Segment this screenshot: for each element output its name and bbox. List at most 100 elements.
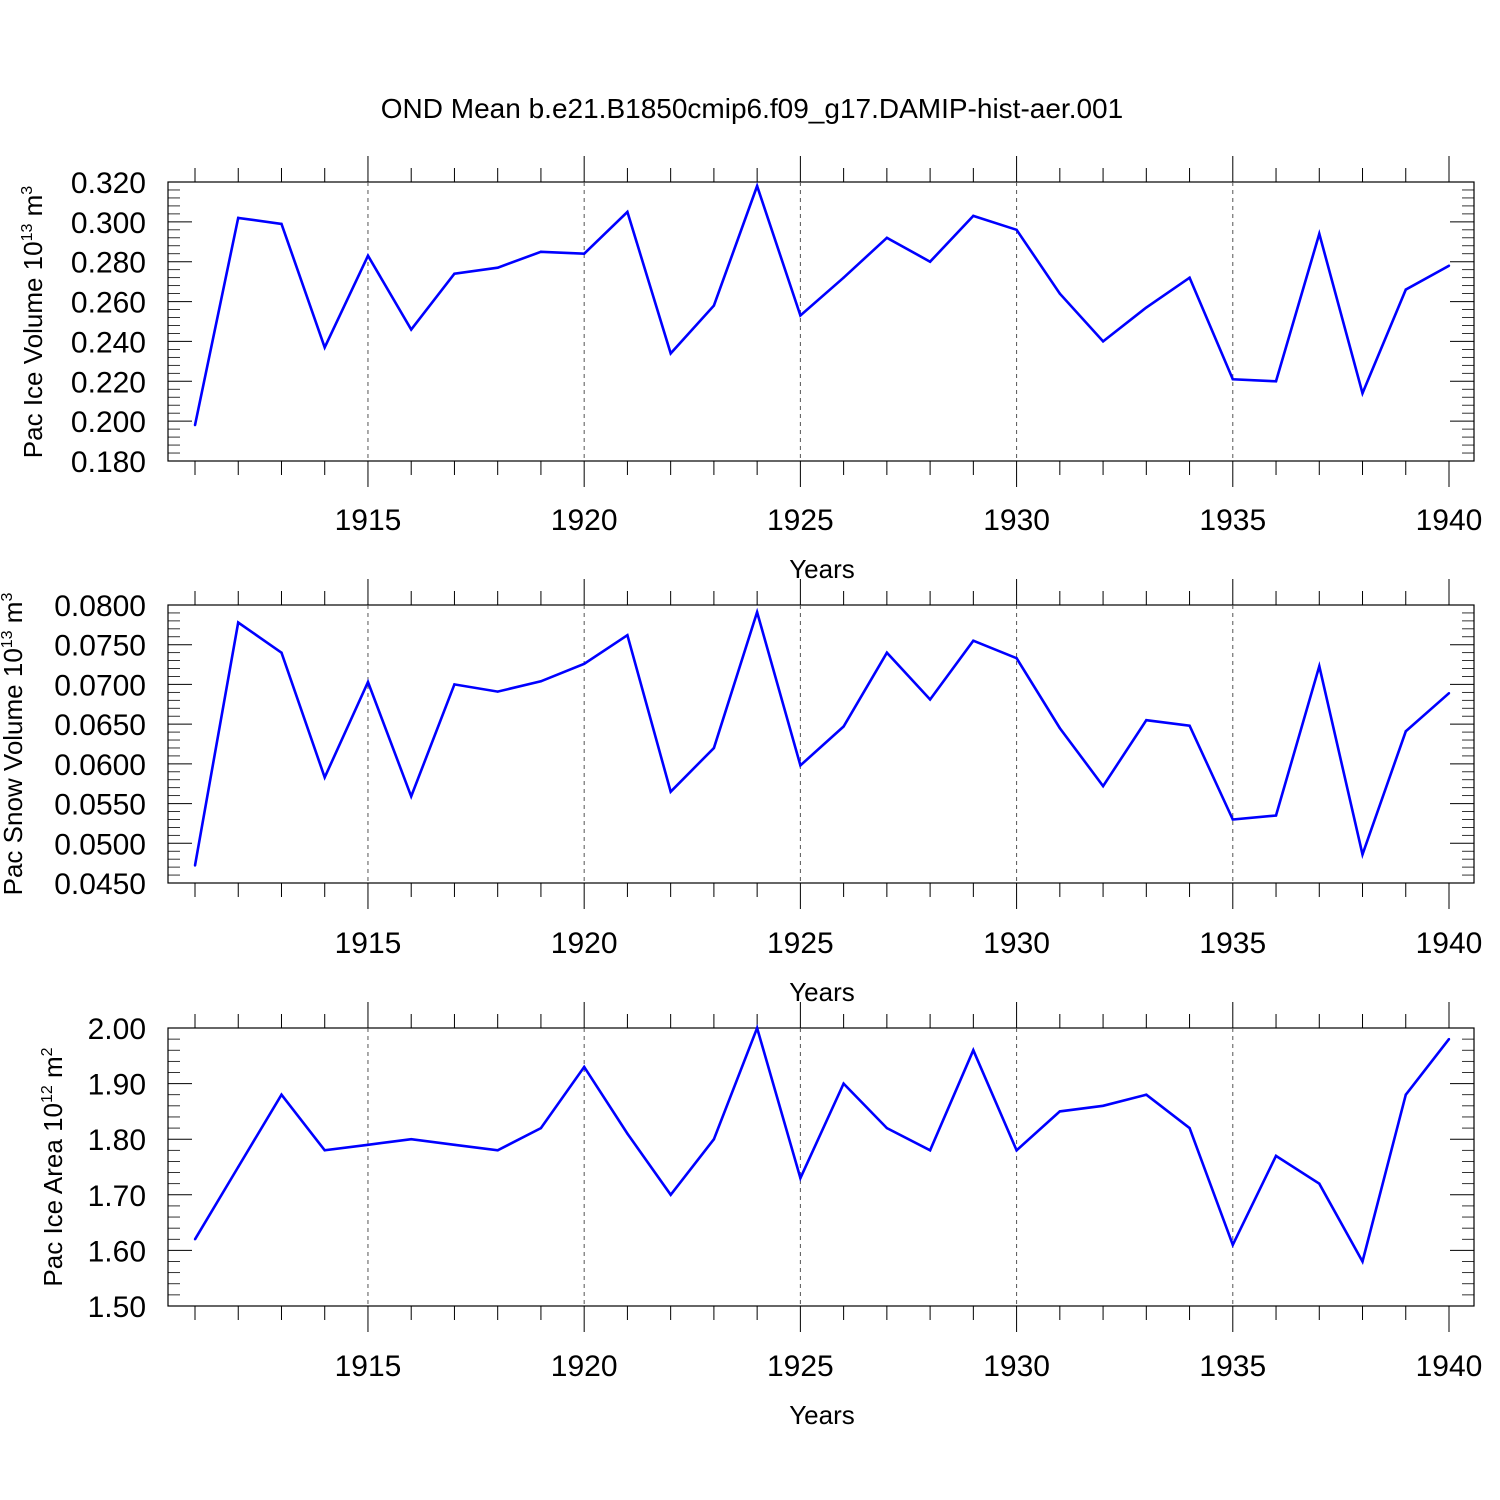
data-point-1934 <box>1188 724 1191 727</box>
series-line <box>193 182 1450 426</box>
data-point-1933 <box>1145 306 1148 309</box>
data-point-1930 <box>1015 228 1018 232</box>
data-point-1938 <box>1361 853 1364 856</box>
x-tick-label: 1920 <box>551 1350 618 1383</box>
data-point-1925 <box>799 1176 802 1180</box>
data-point-1922 <box>669 790 672 793</box>
x-tick-label: 1925 <box>767 504 834 537</box>
y-tick-label: 0.0500 <box>54 828 146 861</box>
y-tick-label: 0.0600 <box>54 749 146 782</box>
data-point-1912 <box>237 216 240 220</box>
x-tick-label: 1915 <box>335 1350 402 1383</box>
data-point-1929 <box>972 639 975 642</box>
data-point-1938 <box>1361 1260 1364 1263</box>
data-point-1917 <box>453 683 456 686</box>
data-point-1920 <box>582 252 586 255</box>
data-point-1927 <box>885 236 889 239</box>
y-tick-label: 0.200 <box>71 406 146 439</box>
x-tick-label: 1925 <box>767 927 834 960</box>
data-point-1934 <box>1188 1126 1191 1130</box>
panels: 0.180 0.200 0.220 0.240 0.260 0.280 0.300 0.320… <box>0 156 1482 1430</box>
data-point-1924 <box>755 1026 759 1030</box>
data-point-1931 <box>1058 292 1062 295</box>
data-point-1937 <box>1318 232 1321 236</box>
data-point-1937 <box>1318 664 1321 668</box>
data-point-1926 <box>842 725 845 728</box>
data-point-1913 <box>280 1093 283 1096</box>
data-point-1940 <box>1447 264 1451 267</box>
data-point-1937 <box>1318 1182 1321 1185</box>
data-point-1922 <box>669 352 672 355</box>
y-tick-label: 0.220 <box>71 366 146 399</box>
y-tick-label: 1.90 <box>88 1069 146 1102</box>
data-point-1911 <box>193 1238 197 1241</box>
data-point-1933 <box>1145 1093 1148 1096</box>
data-point-1935 <box>1231 378 1234 381</box>
data-point-1919 <box>539 680 543 683</box>
series-line <box>193 1023 1451 1265</box>
data-point-1932 <box>1101 340 1105 343</box>
data-point-1929 <box>972 1049 975 1052</box>
data-point-1930 <box>1015 1149 1018 1152</box>
data-point-1936 <box>1274 1154 1278 1158</box>
data-point-1918 <box>496 266 499 269</box>
x-tick-label: 1940 <box>1416 927 1483 960</box>
data-point-1936 <box>1274 380 1278 383</box>
plot-frame <box>167 604 1475 884</box>
y-tick-label: 0.0550 <box>54 789 146 822</box>
x-axis-title: Years <box>789 554 855 584</box>
data-point-1931 <box>1058 726 1062 730</box>
y-tick-label: 0.0800 <box>54 590 146 623</box>
y-tick-label: 0.300 <box>71 207 146 240</box>
data-point-1926 <box>842 1082 845 1085</box>
y-tick-label: 0.0700 <box>54 669 146 702</box>
data-point-1928 <box>928 1149 932 1152</box>
y-tick-label: 1.50 <box>88 1291 146 1324</box>
data-point-1916 <box>410 328 413 331</box>
data-point-1915 <box>366 254 370 257</box>
y-tick-label: 1.60 <box>88 1235 146 1268</box>
data-point-1939 <box>1404 730 1407 733</box>
data-point-1923 <box>712 746 716 750</box>
data-point-1933 <box>1145 718 1148 722</box>
x-tick-label: 1930 <box>983 1350 1050 1383</box>
figure-title: OND Mean b.e21.B1850cmip6.f09_g17.DAMIP-… <box>381 93 1123 124</box>
data-point-1915 <box>366 680 370 684</box>
data-point-1939 <box>1404 288 1407 291</box>
x-tick-label: 1925 <box>767 1350 834 1383</box>
data-point-1929 <box>972 214 975 218</box>
x-tick-label: 1940 <box>1416 504 1483 537</box>
data-point-1913 <box>280 222 283 226</box>
data-point-1913 <box>280 651 283 654</box>
series-line <box>193 607 1450 866</box>
data-point-1924 <box>755 610 759 614</box>
data-point-1920 <box>582 1065 586 1069</box>
data-point-1928 <box>928 698 932 701</box>
x-tick-label: 1920 <box>551 504 618 537</box>
panel-2: 0.0450 0.0500 0.0550 0.0600 0.0650 0.0700 0.07… <box>0 579 1482 1007</box>
y-tick-label: 2.00 <box>88 1013 146 1046</box>
y-tick-label: 0.260 <box>71 287 146 320</box>
y-axis-title: Pac Ice Volume 1013 m3 <box>18 186 48 459</box>
panel-3: 1.50 1.60 1.70 1.80 1.90 2.00 1915 1920 1925 1930… <box>38 1002 1482 1430</box>
data-point-1911 <box>193 864 197 867</box>
x-tick-label: 1930 <box>983 927 1050 960</box>
y-axis-title: Pac Snow Volume 1013 m3 <box>0 593 28 896</box>
data-point-1927 <box>885 1126 889 1130</box>
data-point-1940 <box>1447 691 1451 695</box>
data-point-1914 <box>323 346 326 349</box>
y-tick-label: 0.0650 <box>54 709 146 742</box>
y-tick-label: 1.80 <box>88 1124 146 1157</box>
x-tick-label: 1915 <box>335 504 402 537</box>
data-point-1931 <box>1058 1110 1062 1113</box>
data-point-1918 <box>496 1149 499 1152</box>
data-point-1921 <box>626 210 629 214</box>
data-point-1935 <box>1231 818 1234 821</box>
y-tick-label: 1.70 <box>88 1180 146 1213</box>
plot-frame <box>167 181 1475 462</box>
y-tick-label: 0.240 <box>71 326 146 359</box>
data-point-1912 <box>237 621 240 624</box>
x-axis-title: Years <box>789 977 855 1007</box>
y-tick-label: 0.320 <box>71 167 146 200</box>
